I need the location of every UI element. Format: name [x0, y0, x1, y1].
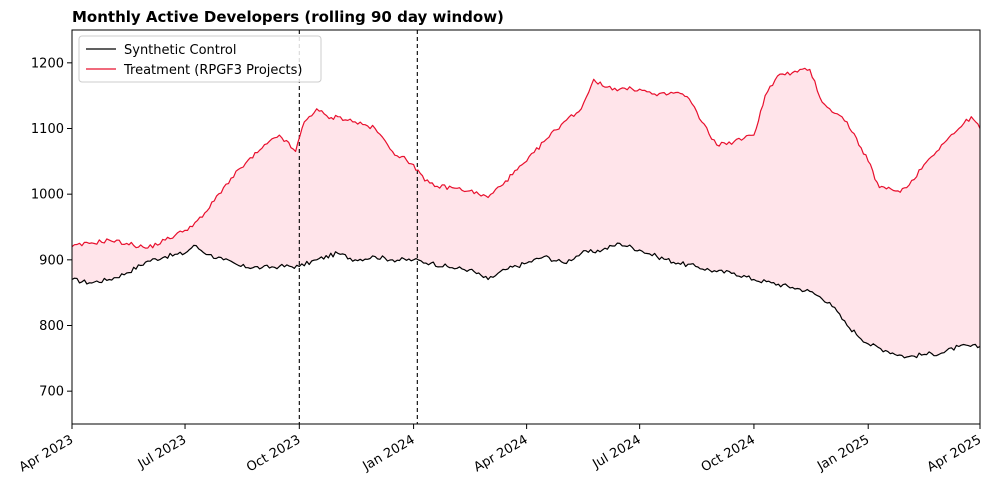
plot-area: 700 800 900 1000 1100 1200 Apr 2023 Jul 2023 Oct…	[17, 29, 984, 475]
x-tick-label-4: Apr 2024	[471, 432, 530, 475]
series-line-synthetic-control	[71, 242, 981, 359]
chart-title: Monthly Active Developers (rolling 90 da…	[72, 8, 504, 26]
y-tick-label-800: 800	[39, 319, 64, 334]
x-tick-label-1: Jul 2023	[135, 432, 189, 472]
x-tick-label-7: Jan 2025	[814, 432, 872, 474]
x-tick-label-3: Jan 2024	[360, 432, 418, 474]
x-tick-label-5: Jul 2024	[589, 432, 643, 472]
y-tick-label-1100: 1100	[31, 122, 64, 137]
legend-label-synthetic-control: Synthetic Control	[124, 43, 237, 58]
legend: Synthetic Control Treatment (RPGF3 Proje…	[78, 35, 322, 83]
x-tick-label-2: Oct 2023	[244, 432, 303, 475]
y-tick-label-900: 900	[39, 253, 64, 268]
x-tick-label-0: Apr 2023	[17, 432, 76, 475]
legend-label-treatment: Treatment (RPGF3 Projects)	[123, 63, 303, 78]
y-tick-label-1000: 1000	[31, 188, 64, 203]
legend-box	[78, 35, 322, 83]
y-tick-label-1200: 1200	[31, 56, 64, 71]
plot-frame	[71, 29, 981, 425]
x-tick-label-8: Apr 2025	[925, 432, 984, 475]
x-tick-label-6: Oct 2024	[699, 432, 758, 475]
fill-between-area	[72, 68, 980, 358]
series-line-treatment	[71, 67, 981, 249]
y-tick-label-700: 700	[39, 385, 64, 400]
